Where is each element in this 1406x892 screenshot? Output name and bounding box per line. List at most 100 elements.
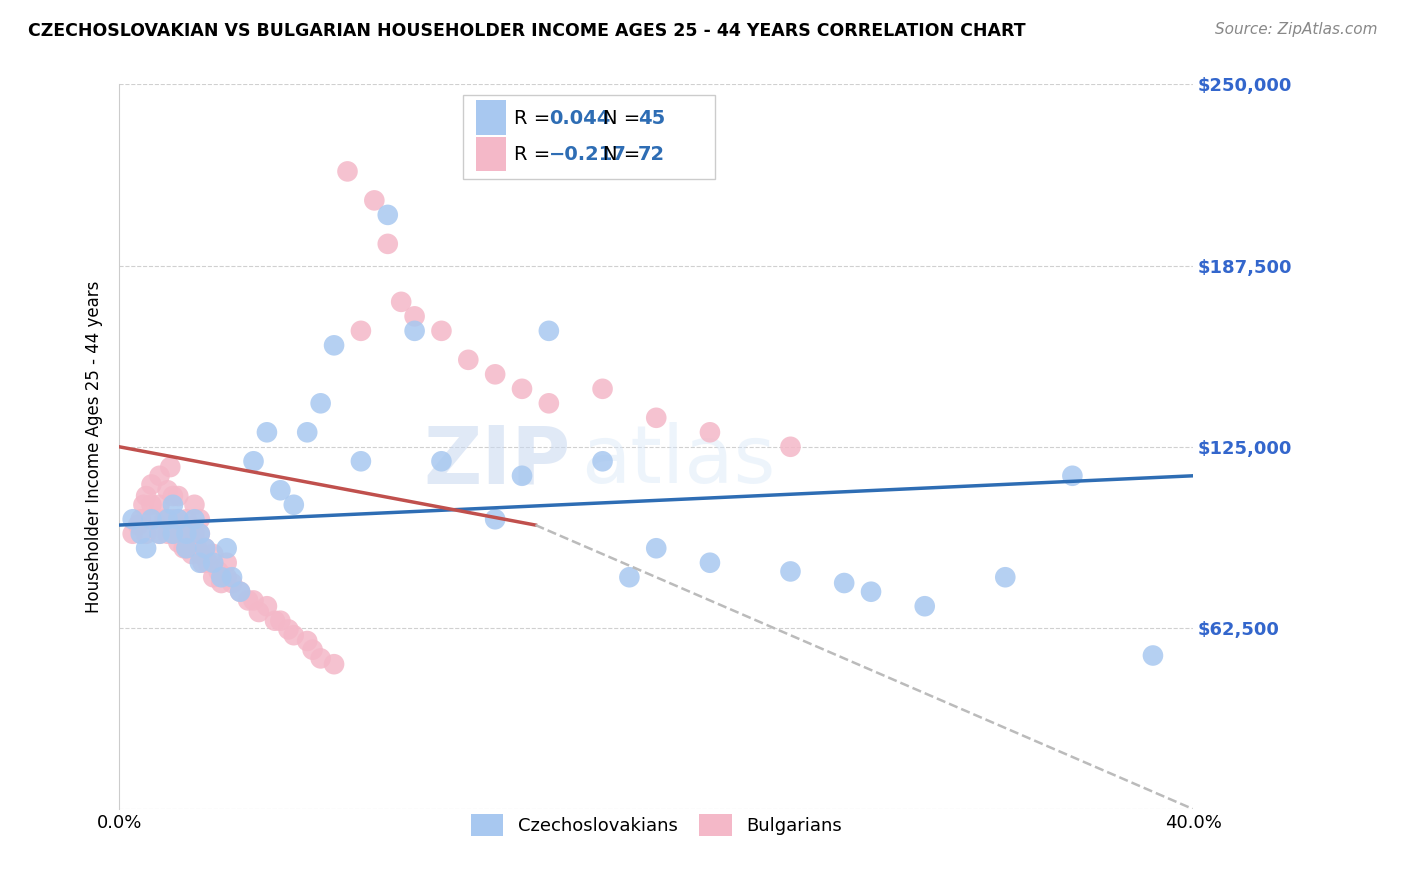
- Legend: Czechoslovakians, Bulgarians: Czechoslovakians, Bulgarians: [464, 807, 849, 844]
- Point: [162, 512, 184, 526]
- Point: [209, 576, 232, 591]
- Point: [197, 556, 219, 570]
- Point: [141, 477, 163, 491]
- Point: [537, 324, 560, 338]
- Point: [162, 526, 184, 541]
- Point: [183, 512, 205, 526]
- Point: [484, 368, 506, 382]
- Point: [176, 541, 198, 556]
- Point: [229, 584, 252, 599]
- Point: [404, 324, 426, 338]
- Point: [256, 425, 278, 440]
- Point: [1062, 468, 1084, 483]
- Point: [202, 556, 225, 570]
- Point: [484, 512, 506, 526]
- Point: [301, 642, 323, 657]
- Point: [162, 526, 184, 541]
- Point: [269, 483, 291, 498]
- Point: [592, 382, 614, 396]
- Point: [1142, 648, 1164, 663]
- Point: [350, 454, 373, 468]
- Point: [457, 352, 479, 367]
- Point: [167, 512, 190, 526]
- Point: [389, 294, 412, 309]
- Point: [129, 526, 152, 541]
- Point: [135, 526, 157, 541]
- Point: [186, 541, 208, 556]
- Text: R =: R =: [515, 109, 557, 128]
- Point: [221, 576, 243, 591]
- Text: ZIP: ZIP: [423, 422, 571, 500]
- Point: [994, 570, 1017, 584]
- Text: 45: 45: [638, 109, 665, 128]
- Point: [283, 498, 305, 512]
- Point: [148, 468, 170, 483]
- Point: [188, 526, 211, 541]
- Point: [377, 236, 399, 251]
- Point: [194, 541, 217, 556]
- Point: [645, 410, 668, 425]
- Point: [283, 628, 305, 642]
- Point: [176, 512, 198, 526]
- Text: Source: ZipAtlas.com: Source: ZipAtlas.com: [1215, 22, 1378, 37]
- Point: [188, 556, 211, 570]
- Point: [215, 556, 238, 570]
- Point: [309, 396, 332, 410]
- Point: [141, 512, 163, 526]
- Point: [127, 518, 149, 533]
- Point: [162, 498, 184, 512]
- Point: [176, 526, 198, 541]
- Point: [207, 565, 229, 579]
- Point: [264, 614, 287, 628]
- Point: [221, 570, 243, 584]
- Point: [277, 623, 299, 637]
- Point: [860, 584, 883, 599]
- Point: [537, 396, 560, 410]
- FancyBboxPatch shape: [463, 95, 716, 178]
- Point: [832, 576, 855, 591]
- Point: [779, 440, 801, 454]
- Point: [430, 324, 453, 338]
- Text: −0.217: −0.217: [548, 145, 627, 164]
- Point: [510, 468, 533, 483]
- Point: [619, 570, 641, 584]
- Text: 0.044: 0.044: [548, 109, 610, 128]
- Point: [404, 310, 426, 324]
- Point: [215, 541, 238, 556]
- Point: [180, 547, 202, 561]
- Point: [156, 512, 179, 526]
- Point: [148, 498, 170, 512]
- Point: [430, 454, 453, 468]
- Point: [167, 535, 190, 549]
- Text: atlas: atlas: [581, 422, 776, 500]
- Point: [297, 634, 319, 648]
- Point: [141, 498, 163, 512]
- Point: [350, 324, 373, 338]
- Point: [188, 547, 211, 561]
- Point: [129, 512, 152, 526]
- Point: [148, 526, 170, 541]
- Point: [592, 454, 614, 468]
- Point: [377, 208, 399, 222]
- Point: [779, 565, 801, 579]
- Point: [188, 512, 211, 526]
- Point: [363, 194, 385, 208]
- Point: [699, 425, 721, 440]
- Text: R =: R =: [515, 145, 557, 164]
- Point: [148, 526, 170, 541]
- Point: [121, 526, 143, 541]
- FancyBboxPatch shape: [475, 136, 506, 171]
- Point: [156, 483, 179, 498]
- Point: [159, 460, 181, 475]
- Point: [323, 657, 346, 672]
- Point: [153, 512, 176, 526]
- Point: [143, 512, 166, 526]
- Point: [229, 584, 252, 599]
- Y-axis label: Householder Income Ages 25 - 44 years: Householder Income Ages 25 - 44 years: [86, 281, 103, 613]
- Point: [269, 614, 291, 628]
- Point: [209, 570, 232, 584]
- Point: [188, 526, 211, 541]
- Point: [914, 599, 936, 614]
- Point: [247, 605, 270, 619]
- Text: 72: 72: [638, 145, 665, 164]
